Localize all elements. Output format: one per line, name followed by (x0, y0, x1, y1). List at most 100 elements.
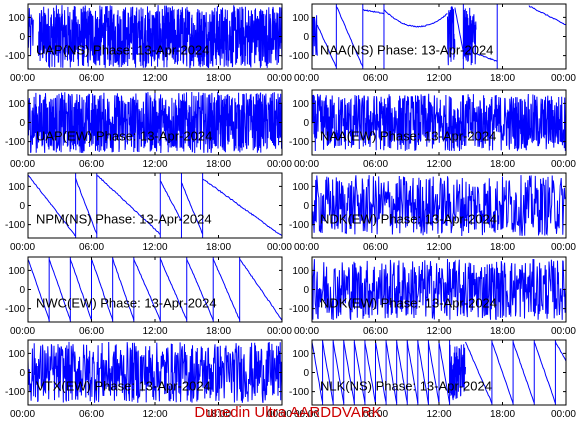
phase-series (28, 257, 282, 322)
x-tick-label: 06:00 (363, 73, 388, 84)
series-segment (202, 178, 282, 237)
series-segment (438, 342, 451, 404)
series-segment (28, 8, 34, 56)
series-segment (406, 341, 419, 404)
chart-panel-10: 100 0 -100 00:00 06:00 12:00 18:00 00:00 NLK(NS)… (289, 339, 576, 420)
chart-panel-8: 100 0 -100 00:00 06:00 12:00 18:00 00:00 NDK(EW)… (289, 256, 576, 337)
x-tick-label: 06:00 (363, 159, 388, 170)
x-tick-label: 18:00 (490, 242, 515, 253)
series-segment (322, 341, 334, 404)
series-segment (316, 24, 337, 68)
x-tick-label: 00:00 (267, 73, 292, 84)
y-tick-label: -100 (289, 51, 309, 62)
series-segment (491, 341, 514, 404)
chart-panel-4: 100 0 -100 00:00 06:00 12:00 18:00 00:00 NAA(EW)… (289, 89, 576, 170)
series-segment (375, 341, 387, 403)
y-tick-label: 0 (19, 32, 25, 43)
y-tick-label: 100 (292, 182, 309, 193)
y-tick-label: 0 (19, 201, 25, 212)
chart-panel-3: 100 0 -100 00:00 06:00 12:00 18:00 00:00 UAP(EW)… (5, 89, 292, 170)
x-tick-label: 00:00 (294, 409, 319, 420)
series-segment (364, 342, 376, 404)
series-segment (554, 341, 566, 362)
x-tick-label: 06:00 (79, 73, 104, 84)
x-tick-label: 12:00 (426, 409, 451, 420)
y-tick-label: 0 (19, 285, 25, 296)
x-tick-label: 00:00 (551, 242, 576, 253)
x-tick-label: 06:00 (363, 326, 388, 337)
y-tick-label: 100 (8, 266, 25, 277)
phase-series (312, 175, 566, 237)
series-segment (312, 175, 566, 237)
x-tick-label: 12:00 (426, 242, 451, 253)
x-tick-label: 18:00 (490, 159, 515, 170)
series-segment (38, 5, 282, 69)
series-segment (159, 180, 182, 222)
series-segment (332, 341, 345, 404)
y-tick-label: 100 (8, 99, 25, 110)
x-tick-label: 00:00 (267, 159, 292, 170)
x-tick-label: 00:00 (294, 73, 319, 84)
y-tick-label: 0 (19, 118, 25, 129)
y-tick-label: 0 (303, 285, 309, 296)
x-tick-label: 00:00 (294, 326, 319, 337)
series-segment (96, 174, 161, 235)
chart-panel-7: 100 0 -100 00:00 06:00 12:00 18:00 00:00 NWC(EW)… (5, 256, 292, 337)
chart-panel-9: 100 0 -100 00:00 06:00 12:00 18:00 00:00 VTX(EW)… (5, 339, 292, 420)
phase-series (312, 340, 566, 405)
x-tick-label: 00:00 (10, 326, 35, 337)
y-tick-label: 100 (292, 266, 309, 277)
x-tick-label: 06:00 (79, 326, 104, 337)
panel-title: NAA(EW) Phase: 13-Apr-2024 (320, 129, 496, 144)
x-tick-label: 18:00 (206, 409, 231, 420)
chart-panel-6: 100 0 -100 00:00 06:00 12:00 18:00 00:00 NDK(EW)… (289, 172, 576, 253)
series-segment (454, 7, 464, 52)
series-segment (112, 258, 135, 321)
y-tick-label: 100 (292, 349, 309, 360)
series-segment (449, 344, 466, 401)
chart-panel-2: 100 0 -100 00:00 06:00 12:00 18:00 00:00 NAA(NS)… (289, 3, 576, 84)
x-tick-label: 12:00 (426, 159, 451, 170)
x-tick-label: 18:00 (490, 73, 515, 84)
series-segment (362, 9, 385, 15)
y-tick-label: 0 (303, 118, 309, 129)
y-tick-label: 0 (303, 32, 309, 43)
y-tick-label: 0 (303, 368, 309, 379)
x-tick-label: 00:00 (551, 326, 576, 337)
phase-series (28, 341, 282, 403)
y-tick-label: 100 (8, 13, 25, 24)
x-tick-label: 00:00 (551, 159, 576, 170)
y-tick-label: 100 (8, 182, 25, 193)
y-tick-label: -100 (289, 304, 309, 315)
series-segment (186, 259, 214, 321)
x-tick-label: 06:00 (363, 242, 388, 253)
series-segment (28, 341, 282, 403)
y-tick-label: -100 (5, 137, 25, 148)
series-segment (28, 259, 50, 321)
phase-series (28, 91, 282, 154)
x-tick-label: 00:00 (294, 242, 319, 253)
x-tick-label: 12:00 (142, 159, 167, 170)
series-segment (312, 258, 566, 321)
x-tick-label: 12:00 (142, 409, 167, 420)
series-segment (528, 5, 566, 26)
x-tick-label: 18:00 (206, 242, 231, 253)
y-tick-label: -100 (289, 387, 309, 398)
x-tick-label: 06:00 (363, 409, 388, 420)
series-segment (396, 341, 408, 403)
x-tick-label: 00:00 (267, 409, 292, 420)
x-tick-label: 00:00 (267, 242, 292, 253)
phase-series (312, 4, 566, 69)
series-segment (427, 341, 440, 404)
x-tick-label: 00:00 (551, 409, 576, 420)
y-tick-label: -100 (5, 220, 25, 231)
series-segment (335, 6, 364, 67)
x-tick-label: 12:00 (142, 326, 167, 337)
x-tick-label: 00:00 (10, 409, 35, 420)
y-tick-label: -100 (5, 304, 25, 315)
series-segment (181, 182, 204, 235)
x-tick-label: 00:00 (10, 73, 35, 84)
footer-label: Dunedin Ultra AARDDVARK (194, 404, 382, 421)
x-tick-label: 00:00 (267, 326, 292, 337)
